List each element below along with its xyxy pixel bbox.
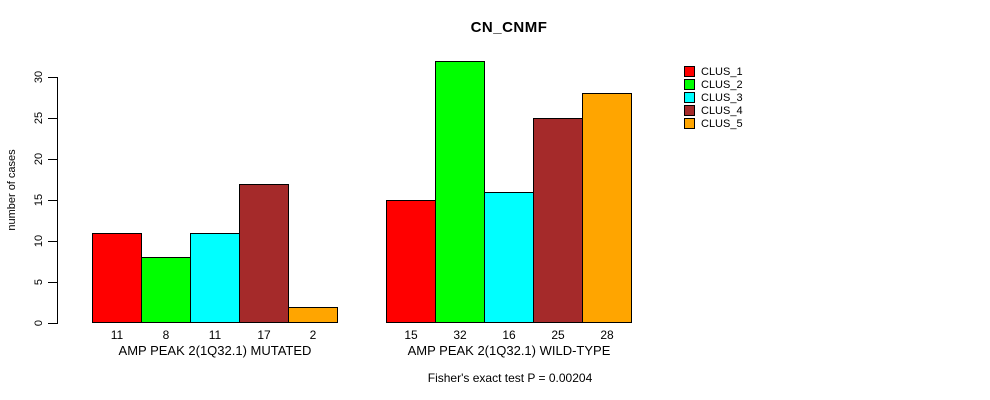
- legend-item-clus_1: CLUS_1: [684, 65, 743, 78]
- bar-group1-clus_5: [288, 306, 338, 323]
- group-label-1: AMP PEAK 2(1Q32.1) MUTATED: [118, 343, 312, 358]
- y-axis-line: [57, 77, 58, 324]
- bar-group2-clus_5: [582, 93, 632, 323]
- legend-item-clus_5: CLUS_5: [684, 117, 743, 130]
- legend-swatch-clus_5: [684, 118, 695, 129]
- legend-label-clus_4: CLUS_4: [701, 104, 743, 117]
- legend-swatch-clus_2: [684, 79, 695, 90]
- legend-swatch-clus_3: [684, 92, 695, 103]
- legend: CLUS_1 CLUS_2 CLUS_3 CLUS_4 CLUS_5: [684, 65, 743, 130]
- bar-group2-clus_3: [484, 191, 534, 323]
- chart-title: CN_CNMF: [470, 19, 548, 36]
- y-tick-20: [48, 159, 57, 160]
- legend-label-clus_1: CLUS_1: [701, 65, 743, 78]
- bar-group1-clus_2: [141, 257, 191, 323]
- stat-annotation: Fisher's exact test P = 0.00204: [427, 371, 593, 385]
- y-tick-25: [48, 118, 57, 119]
- y-tick-0: [48, 323, 57, 324]
- legend-label-clus_2: CLUS_2: [701, 78, 743, 91]
- y-tick-10: [48, 241, 57, 242]
- bar-value-group2-clus_3: 16: [502, 328, 516, 342]
- bar-value-group1-clus_1: 11: [110, 328, 124, 342]
- group-label-2: AMP PEAK 2(1Q32.1) WILD-TYPE: [407, 343, 611, 358]
- legend-item-clus_3: CLUS_3: [684, 91, 743, 104]
- bar-value-group2-clus_4: 25: [551, 328, 565, 342]
- bar-value-group1-clus_5: 2: [309, 328, 317, 342]
- y-tick-label-0: 0: [33, 319, 45, 327]
- y-tick-label-5: 5: [33, 278, 45, 286]
- bar-value-group2-clus_5: 28: [600, 328, 614, 342]
- bar-group1-clus_4: [239, 183, 289, 323]
- y-tick-5: [48, 282, 57, 283]
- bar-value-group1-clus_3: 11: [208, 328, 222, 342]
- y-tick-label-25: 25: [33, 111, 45, 125]
- y-tick-30: [48, 77, 57, 78]
- y-axis-label: number of cases: [6, 149, 18, 231]
- y-tick-label-30: 30: [33, 70, 45, 84]
- legend-label-clus_5: CLUS_5: [701, 117, 743, 130]
- bar-group1-clus_3: [190, 232, 240, 323]
- legend-swatch-clus_4: [684, 105, 695, 116]
- bar-value-group1-clus_2: 8: [162, 328, 170, 342]
- y-tick-label-15: 15: [33, 193, 45, 207]
- legend-item-clus_2: CLUS_2: [684, 78, 743, 91]
- y-tick-label-10: 10: [33, 234, 45, 248]
- bar-value-group2-clus_2: 32: [453, 328, 467, 342]
- bar-group2-clus_1: [386, 200, 436, 323]
- bar-group2-clus_4: [533, 118, 583, 323]
- bar-value-group2-clus_1: 15: [404, 328, 418, 342]
- y-tick-label-20: 20: [33, 152, 45, 166]
- legend-item-clus_4: CLUS_4: [684, 104, 743, 117]
- bar-group1-clus_1: [92, 232, 142, 323]
- y-tick-15: [48, 200, 57, 201]
- legend-label-clus_3: CLUS_3: [701, 91, 743, 104]
- legend-swatch-clus_1: [684, 66, 695, 77]
- bar-value-group1-clus_4: 17: [257, 328, 271, 342]
- bar-group2-clus_2: [435, 60, 485, 323]
